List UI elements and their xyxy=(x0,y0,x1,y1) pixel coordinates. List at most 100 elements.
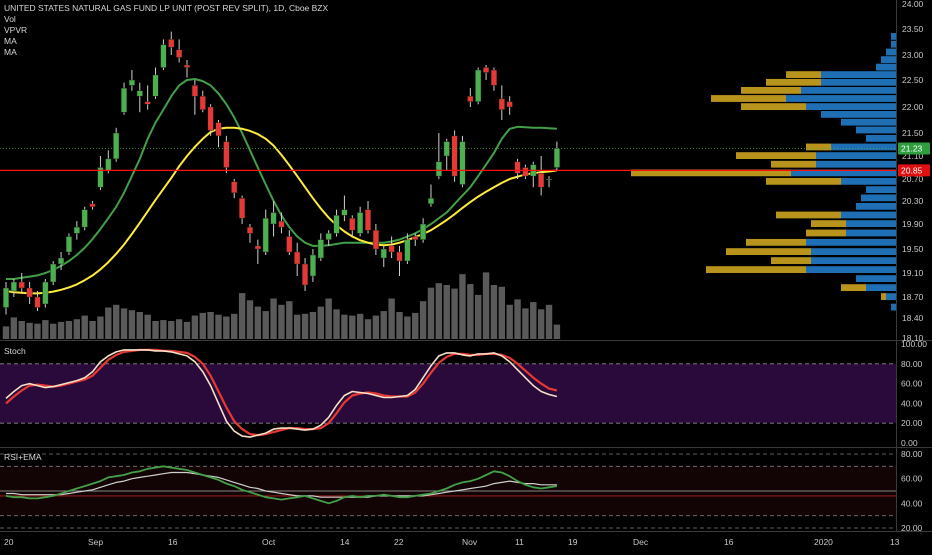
vpvr-up-bar xyxy=(891,33,896,40)
vpvr-up-bar xyxy=(891,303,896,311)
vpvr-down-bar xyxy=(776,211,841,219)
volume-bar xyxy=(254,306,262,339)
chart-legend: UNITED STATES NATURAL GAS FUND LP UNIT (… xyxy=(4,3,328,58)
volume-bar xyxy=(372,315,380,339)
vpvr-down-bar xyxy=(741,103,806,110)
candle-body xyxy=(467,95,474,102)
volume-bar xyxy=(325,298,332,339)
volume-bar xyxy=(293,314,301,339)
volume-bar xyxy=(73,319,81,339)
vpvr-down-bar xyxy=(881,293,886,300)
candle-body xyxy=(231,181,238,193)
time-tick-label: 16 xyxy=(724,537,734,547)
candle-body xyxy=(514,161,521,174)
volume-bar xyxy=(435,283,443,339)
volume-bar xyxy=(97,316,104,339)
indicator-vpvr-label[interactable]: VPVR xyxy=(4,25,28,35)
volume-bar xyxy=(270,298,277,339)
vpvr-up-bar xyxy=(821,78,896,86)
vpvr-down-bar xyxy=(741,87,801,94)
volume-bar xyxy=(475,294,482,339)
vpvr-down-bar xyxy=(806,229,846,237)
price-tick-label: 21.50 xyxy=(902,128,924,138)
volume-bar xyxy=(191,315,199,339)
vpvr-up-bar xyxy=(886,48,896,56)
ma-slow-line xyxy=(5,126,558,295)
candle-body xyxy=(309,254,316,277)
volume-bar xyxy=(262,311,269,339)
candle-body xyxy=(42,281,49,305)
indicator-ma-label-2[interactable]: MA xyxy=(4,47,17,57)
vpvr-up-bar xyxy=(881,56,896,63)
vpvr-down-bar xyxy=(711,95,786,102)
candle-body xyxy=(286,236,293,253)
vpvr-down-bar xyxy=(766,78,821,86)
volume-bar xyxy=(443,285,450,339)
vpvr-down-bar xyxy=(806,143,831,151)
rsi-tick-label: 20.00 xyxy=(901,523,923,533)
candle-body xyxy=(81,209,88,228)
candle-body xyxy=(412,236,419,240)
vpvr-up-bar xyxy=(821,71,896,78)
candle-body xyxy=(26,287,33,298)
rsi-tick-label: 60.00 xyxy=(901,474,923,484)
volume-bar xyxy=(482,272,490,339)
candle-body xyxy=(349,218,356,231)
volume-bar xyxy=(349,315,356,339)
candle-body xyxy=(223,141,230,168)
vpvr-up-bar xyxy=(841,177,896,185)
indicator-vol-label[interactable]: Vol xyxy=(4,14,16,24)
stoch-pane-label[interactable]: Stoch xyxy=(4,346,26,356)
volume-bar xyxy=(309,312,317,339)
price-tick-label: 18.70 xyxy=(902,292,924,302)
candle-body xyxy=(380,248,387,259)
volume-bar xyxy=(286,301,293,339)
indicator-ma-label[interactable]: MA xyxy=(4,36,17,46)
vpvr-up-bar xyxy=(856,275,896,282)
candle-body xyxy=(199,95,206,110)
candle-body xyxy=(262,218,269,253)
rsi-pane-label[interactable]: RSI+EMA xyxy=(4,452,42,462)
vpvr-down-bar xyxy=(786,71,821,78)
volume-bar xyxy=(388,298,395,339)
vpvr-down-bar xyxy=(746,238,806,246)
vpvr-up-bar xyxy=(786,95,896,102)
price-tick-label: 22.00 xyxy=(902,102,924,112)
volume-bar xyxy=(120,308,128,339)
rsi-ema-line xyxy=(6,471,557,498)
vpvr-up-bar xyxy=(886,293,896,300)
candle-body xyxy=(435,161,442,177)
vpvr-up-bar xyxy=(831,143,896,151)
volume-bar xyxy=(231,313,238,339)
stoch-tick-label: 80.00 xyxy=(901,359,923,369)
volume-bar xyxy=(545,304,553,339)
volume-bar xyxy=(530,302,537,339)
volume-bar xyxy=(2,326,10,339)
volume-bar xyxy=(57,321,65,339)
candle-body xyxy=(546,178,553,181)
vpvr-down-bar xyxy=(811,220,846,227)
candle-body xyxy=(168,39,175,48)
vpvr-down-bar xyxy=(706,266,806,273)
volume-bar xyxy=(65,321,73,339)
volume-bar xyxy=(537,309,545,339)
vpvr-up-bar xyxy=(801,87,896,94)
volume-bar xyxy=(427,287,435,339)
chart-title: UNITED STATES NATURAL GAS FUND LP UNIT (… xyxy=(4,3,329,13)
candle-body xyxy=(97,167,104,188)
candle-body xyxy=(3,287,9,308)
candle-body xyxy=(152,74,159,97)
volume-bar xyxy=(419,301,427,339)
candle-body xyxy=(65,236,72,253)
stoch-tick-label: 0.00 xyxy=(901,438,918,448)
candle-body xyxy=(317,239,324,259)
candle-body xyxy=(160,44,167,68)
price-tick-label: 18.10 xyxy=(902,333,924,343)
volume-bar xyxy=(81,315,88,339)
volume-bar xyxy=(364,319,372,339)
vpvr-up-bar xyxy=(866,134,896,142)
volume-bar xyxy=(333,309,340,339)
volume-bar xyxy=(34,323,41,339)
marked-price-tag: 20.85 xyxy=(901,165,923,175)
candle-body xyxy=(191,85,198,97)
